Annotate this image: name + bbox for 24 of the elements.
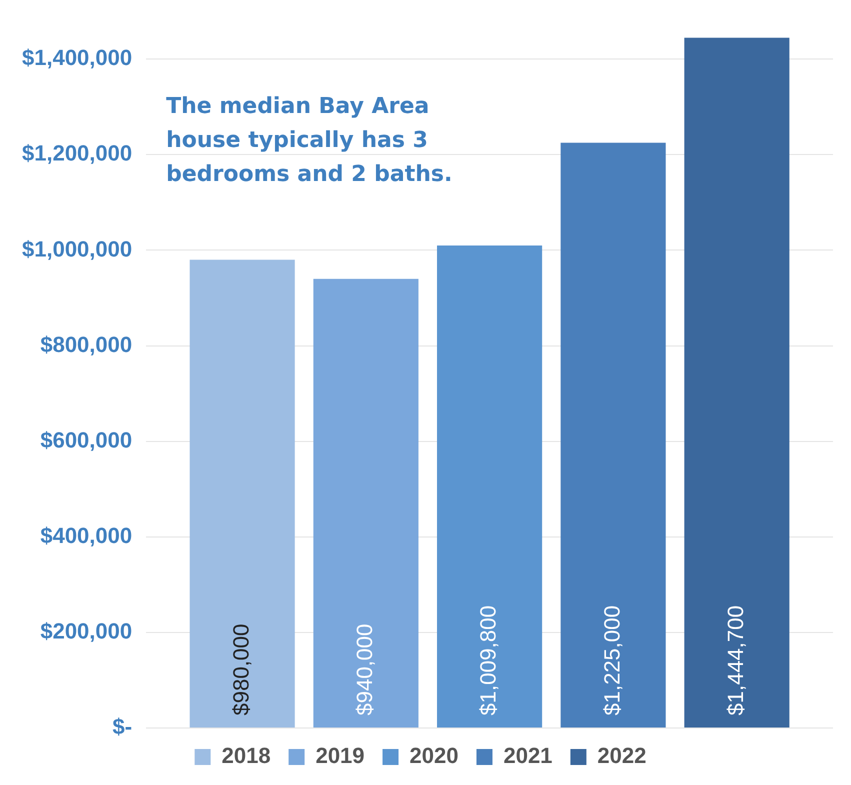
legend-label: 2020 (410, 743, 458, 768)
bar (190, 260, 295, 728)
bar (684, 38, 790, 728)
legend-label: 2018 (222, 743, 271, 768)
y-tick-label: $- (112, 714, 132, 740)
text: $1,225,000 (599, 605, 624, 716)
annotation: The median Bay Area house typically has 3 bedrooms and 2 baths. (166, 93, 454, 190)
y-tick-label: $1,000,000 (22, 236, 132, 262)
y-tick-label: $200,000 (40, 618, 132, 644)
bar (437, 246, 542, 728)
y-tick-label: $1,200,000 (22, 140, 132, 166)
bar (560, 142, 666, 728)
text: $1,444,700 (722, 605, 748, 716)
bar (313, 278, 418, 728)
legend-label: 2019 (316, 743, 365, 768)
legend-label: 2022 (597, 743, 646, 768)
y-tick-label: $600,000 (40, 427, 132, 452)
y-tick-label: $800,000 (40, 332, 132, 357)
y-tick-label: $400,000 (40, 522, 132, 548)
legend-label: 2021 (503, 743, 552, 768)
text: $980,000 (228, 624, 254, 716)
y-tick-label: $1,400,000 (22, 45, 132, 70)
text: $940,000 (352, 624, 377, 716)
text: $1,009,800 (476, 605, 501, 716)
